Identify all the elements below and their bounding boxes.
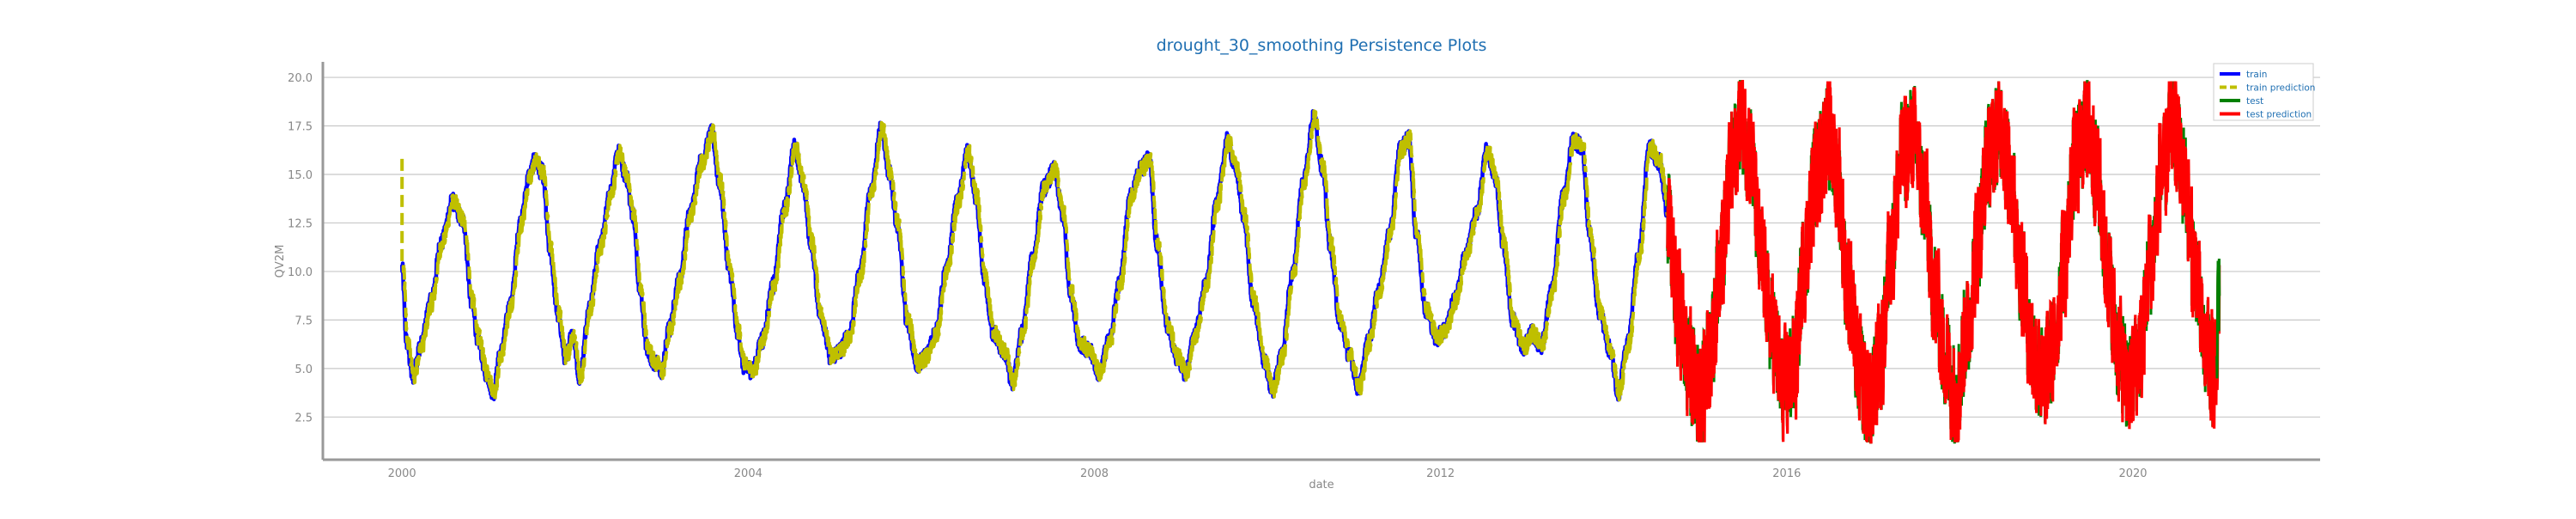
- test-line-tail: [2215, 259, 2221, 379]
- legend-label: test: [2246, 96, 2263, 107]
- x-tick-label: 2008: [1080, 467, 1109, 480]
- plot-area: [399, 80, 2221, 444]
- legend-label: train: [2246, 70, 2267, 80]
- y-tick-label: 17.5: [288, 121, 313, 134]
- train-prediction-line: [400, 109, 1669, 402]
- x-axis-label: date: [1309, 479, 1334, 492]
- legend-box: [2213, 63, 2314, 121]
- legend-label: train prediction: [2246, 83, 2315, 94]
- y-axis-label: QV2M: [274, 245, 287, 278]
- axes: [321, 62, 2320, 461]
- y-tick-label: 5.0: [295, 363, 313, 376]
- chart-title: drought_30_smoothing Persistence Plots: [1157, 36, 1487, 55]
- legend: train train prediction test test prediction: [2213, 63, 2315, 121]
- legend-label: test prediction: [2246, 110, 2312, 120]
- tick-labels: 2.5 5.0 7.5 10.0 12.5 15.0 17.5 20.0 2000 2004 200…: [288, 72, 2147, 480]
- y-tick-label: 2.5: [295, 412, 313, 424]
- x-tick-label: 2000: [388, 467, 416, 480]
- test-prediction-line: [1666, 80, 2221, 444]
- y-tick-label: 7.5: [295, 314, 313, 327]
- y-tick-label: 12.5: [288, 217, 313, 230]
- y-tick-label: 10.0: [288, 266, 313, 279]
- x-tick-label: 2016: [1772, 467, 1801, 480]
- x-tick-label: 2020: [2118, 467, 2147, 480]
- y-tick-label: 20.0: [288, 72, 313, 85]
- x-tick-label: 2004: [734, 467, 762, 480]
- y-tick-label: 15.0: [288, 169, 313, 182]
- x-tick-label: 2012: [1426, 467, 1455, 480]
